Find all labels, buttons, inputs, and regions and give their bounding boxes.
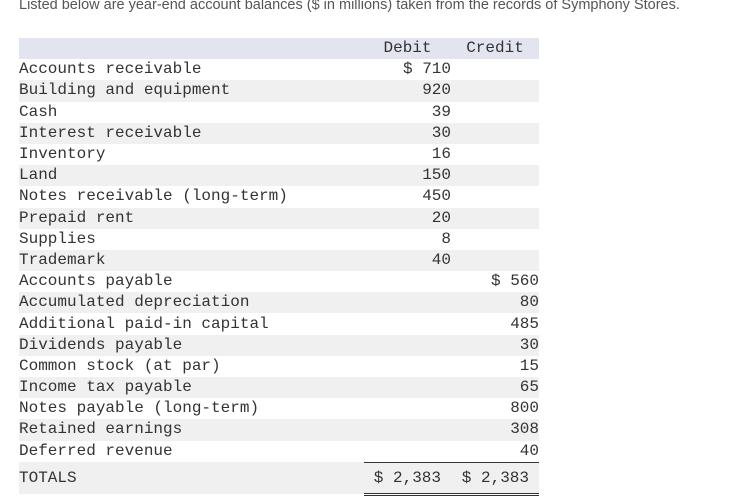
credit-cell	[451, 186, 539, 207]
totals-row: TOTALS $ 2,383 $ 2,383	[19, 461, 539, 496]
account-cell: Inventory	[19, 145, 106, 164]
account-cell: Retained earnings	[19, 419, 364, 441]
account-cell: Common stock (at par)	[19, 356, 221, 375]
table-row: Notes receivable (long-term) 450	[19, 186, 539, 207]
totals-label: TOTALS	[19, 462, 364, 495]
debit-cell: 16	[431, 145, 451, 164]
debit-cell	[364, 271, 451, 292]
credit-cell	[451, 59, 539, 80]
account-cell: Income tax payable	[19, 377, 364, 399]
account-cell: Notes payable (long-term)	[19, 399, 260, 418]
account-cell: Interest receivable	[19, 122, 364, 144]
credit-cell	[451, 102, 539, 123]
table-row: Accumulated depreciation 80	[19, 292, 539, 314]
intro-text: Listed below are year-end account balanc…	[19, 0, 680, 13]
header-credit: Credit	[451, 38, 539, 60]
debit-cell	[364, 292, 451, 314]
credit-cell	[451, 207, 539, 229]
table-row: Notes payable (long-term) 800	[19, 398, 539, 419]
debit-cell: 40	[364, 249, 451, 272]
debit-cell	[364, 313, 451, 334]
credit-cell	[451, 165, 539, 187]
table-row: Interest receivable 30	[19, 122, 539, 144]
credit-cell: 80	[451, 292, 539, 314]
totals-credit: $ 2,383	[451, 461, 539, 496]
debit-cell	[364, 441, 451, 463]
debit-cell	[364, 419, 451, 441]
credit-cell	[451, 249, 539, 272]
table-row: Dividends payable 30	[19, 334, 539, 356]
table-row: Deferred revenue 40	[19, 441, 539, 463]
debit-cell	[364, 356, 451, 377]
table-row: Trademark 40	[19, 249, 539, 272]
account-cell: Trademark	[19, 249, 364, 272]
credit-cell: 65	[451, 377, 539, 399]
debit-cell	[364, 334, 451, 356]
account-cell: Accounts payable	[19, 272, 173, 291]
credit-cell: 40	[519, 441, 539, 460]
table-row: Cash 39	[19, 102, 539, 123]
credit-cell: 30	[451, 334, 539, 356]
account-cell: Accounts receivable	[19, 60, 202, 79]
header-account	[19, 38, 364, 60]
table-row: Inventory 16	[19, 144, 539, 165]
credit-cell: 800	[510, 399, 539, 418]
table-row: Accounts receivable $ 710	[19, 59, 539, 80]
debit-cell: 30	[364, 122, 451, 144]
table-row: Common stock (at par) 15	[19, 356, 539, 377]
totals-debit: $ 2,383	[364, 461, 451, 496]
credit-cell: 308	[451, 419, 539, 441]
table-row: Accounts payable $ 560	[19, 271, 539, 292]
account-cell: Notes receivable (long-term)	[19, 187, 288, 206]
table-row: Building and equipment 920	[19, 80, 539, 102]
debit-cell: 150	[364, 165, 451, 187]
table-row: Supplies 8	[19, 229, 539, 250]
account-cell: Accumulated depreciation	[19, 292, 364, 314]
account-cell: Cash	[19, 102, 58, 121]
account-cell: Deferred revenue	[19, 441, 173, 460]
credit-cell: 485	[510, 314, 539, 333]
account-cell: Supplies	[19, 229, 96, 248]
account-cell: Prepaid rent	[19, 207, 364, 229]
account-cell: Additional paid-in capital	[19, 314, 269, 333]
table-row: Land 150	[19, 165, 539, 187]
account-cell: Dividends payable	[19, 334, 364, 356]
header-debit: Debit	[364, 38, 451, 60]
credit-cell	[451, 122, 539, 144]
credit-cell: 15	[519, 356, 539, 375]
debit-cell	[364, 377, 451, 399]
account-cell: Land	[19, 165, 364, 187]
debit-cell: 39	[431, 102, 451, 121]
debit-cell: 20	[364, 207, 451, 229]
credit-cell: $ 560	[490, 272, 539, 291]
credit-cell	[451, 229, 539, 250]
table-row: Prepaid rent 20	[19, 207, 539, 229]
credit-cell	[451, 144, 539, 165]
debit-cell: 8	[441, 229, 451, 248]
debit-cell: $ 710	[402, 60, 451, 79]
table-row: Income tax payable 65	[19, 377, 539, 399]
table-body: Accounts receivable $ 710 Building and equ…	[19, 59, 539, 462]
credit-cell	[451, 80, 539, 102]
debit-cell	[364, 398, 451, 419]
table-row: Retained earnings 308	[19, 419, 539, 441]
table-row: Additional paid-in capital 485	[19, 313, 539, 334]
trial-balance-table: Debit Credit Accounts receivable $ 710 Bui…	[19, 38, 539, 496]
debit-cell: 920	[364, 80, 451, 102]
table-header-row: Debit Credit	[19, 38, 539, 60]
account-cell: Building and equipment	[19, 80, 364, 102]
debit-cell: 450	[422, 187, 451, 206]
